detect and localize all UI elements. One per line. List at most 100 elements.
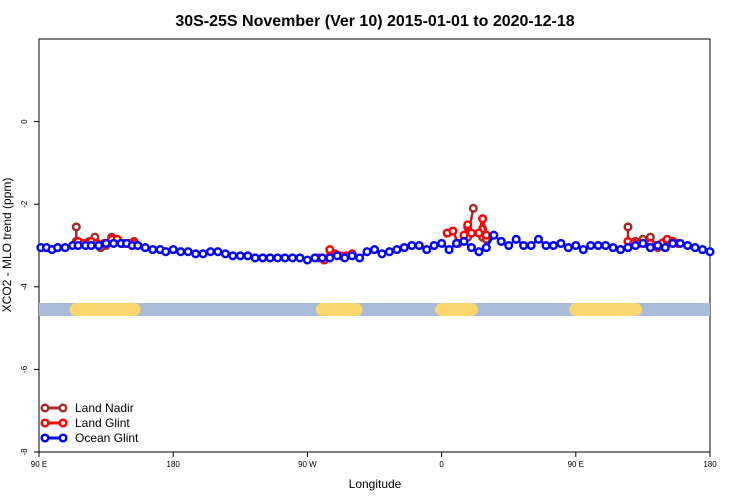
x-axis-label: Longitude xyxy=(349,477,402,491)
data-point-ocean-glint xyxy=(317,253,327,263)
data-point-ocean-glint xyxy=(496,236,506,246)
x-tick-label: 90 E xyxy=(568,460,584,469)
data-point-ocean-glint xyxy=(451,238,462,248)
data-point-ocean-glint xyxy=(519,240,529,251)
data-point-ocean-glint xyxy=(705,247,715,257)
data-point-land-glint xyxy=(463,220,473,230)
data-point-ocean-glint xyxy=(556,238,566,248)
legend-label: Land Nadir xyxy=(75,401,134,415)
data-point-ocean-glint xyxy=(444,245,454,255)
data-point-ocean-glint xyxy=(133,240,143,251)
x-axis: 90 E 180 90 W 0 90 E 180 xyxy=(31,452,717,469)
legend-marker xyxy=(40,433,50,443)
data-point-ocean-glint xyxy=(414,240,424,251)
data-point-ocean-glint xyxy=(228,251,238,261)
x-tick-label: 90 W xyxy=(298,460,317,469)
data-point-land-nadir xyxy=(71,222,81,232)
data-point-ocean-glint xyxy=(220,249,230,259)
data-point-ocean-glint xyxy=(310,253,320,263)
data-point-ocean-glint xyxy=(332,251,342,261)
data-point-ocean-glint xyxy=(86,240,96,251)
data-point-ocean-glint xyxy=(369,245,380,255)
data-point-ocean-glint xyxy=(571,240,581,251)
data-point-ocean-glint xyxy=(653,240,663,251)
legend-label: Ocean Glint xyxy=(75,431,139,445)
data-point-ocean-glint xyxy=(168,245,178,255)
data-point-ocean-glint xyxy=(325,253,335,263)
data-point-ocean-glint xyxy=(280,253,290,263)
legend-item-ocean-glint: Ocean Glint xyxy=(40,431,139,445)
data-point-ocean-glint xyxy=(94,240,104,251)
data-point-ocean-glint xyxy=(489,230,499,240)
legend-marker xyxy=(40,418,50,428)
data-point-ocean-glint xyxy=(533,234,544,244)
data-point-ocean-glint xyxy=(347,251,357,261)
data-point-ocean-glint xyxy=(630,240,640,251)
data-point-ocean-glint xyxy=(287,253,298,263)
legend-marker xyxy=(58,418,68,428)
data-point-ocean-glint xyxy=(243,251,253,261)
legend-marker xyxy=(58,403,68,413)
data-point-ocean-glint xyxy=(437,238,447,248)
data-point-ocean-glint xyxy=(392,245,402,255)
data-point-ocean-glint xyxy=(265,253,275,263)
data-point-ocean-glint xyxy=(161,247,171,257)
series-layer xyxy=(36,203,715,265)
y-tick-label: 0 xyxy=(20,119,29,124)
legend-item-land-glint: Land Glint xyxy=(40,416,130,430)
legend-marker xyxy=(40,403,50,413)
y-axis: -8 -6 -4 -2 0 xyxy=(20,119,39,456)
data-point-land-glint xyxy=(448,226,458,236)
data-point-ocean-glint xyxy=(526,240,536,251)
data-point-ocean-glint xyxy=(660,243,670,253)
x-tick-label: 0 xyxy=(439,460,444,469)
data-point-land-nadir xyxy=(623,222,633,232)
data-point-ocean-glint xyxy=(422,245,432,255)
data-point-land-glint xyxy=(481,230,491,240)
data-point-ocean-glint xyxy=(690,243,700,253)
data-point-ocean-glint xyxy=(601,240,611,251)
legend-label: Land Glint xyxy=(75,416,130,430)
data-point-ocean-glint xyxy=(235,251,245,261)
chart-title: 30S-25S November (Ver 10) 2015-01-01 to … xyxy=(175,13,574,30)
data-point-ocean-glint xyxy=(675,238,685,248)
data-point-ocean-glint xyxy=(362,247,372,257)
data-point-ocean-glint xyxy=(53,243,63,253)
data-point-ocean-glint xyxy=(148,245,158,255)
data-point-ocean-glint xyxy=(295,253,305,263)
data-point-ocean-glint xyxy=(205,247,216,257)
y-axis-label: XCO2 - MLO trend (ppm) xyxy=(0,178,14,313)
data-point-ocean-glint xyxy=(73,240,83,251)
data-point-ocean-glint xyxy=(250,253,260,263)
data-point-ocean-glint xyxy=(399,243,409,253)
data-point-ocean-glint xyxy=(60,243,70,253)
data-point-ocean-glint xyxy=(109,238,119,248)
y-tick-label: -4 xyxy=(20,283,29,291)
data-point-ocean-glint xyxy=(198,249,208,259)
data-point-ocean-glint xyxy=(273,253,283,263)
x-tick-label: 180 xyxy=(167,460,181,469)
data-point-ocean-glint xyxy=(191,249,201,259)
data-point-ocean-glint xyxy=(697,245,708,255)
data-point-ocean-glint xyxy=(176,247,186,257)
data-point-ocean-glint xyxy=(213,247,223,257)
data-point-ocean-glint xyxy=(258,253,268,263)
y-tick-label: -8 xyxy=(20,448,29,456)
x-tick-label: 180 xyxy=(703,460,717,469)
data-point-ocean-glint xyxy=(384,247,394,257)
y-tick-label: -2 xyxy=(20,200,29,208)
data-point-ocean-glint xyxy=(459,236,469,246)
data-point-ocean-glint xyxy=(541,240,551,251)
data-point-ocean-glint xyxy=(429,240,439,251)
x-tick-label: 90 E xyxy=(31,460,47,469)
data-point-land-glint xyxy=(325,245,335,255)
data-point-ocean-glint xyxy=(101,238,111,248)
data-point-ocean-glint xyxy=(668,238,678,248)
y-tick-label: -6 xyxy=(20,365,29,373)
data-point-land-glint xyxy=(474,228,484,238)
data-point-ocean-glint xyxy=(340,253,350,263)
data-point-ocean-glint xyxy=(623,243,633,253)
legend: Land Nadir Land Glint Ocean Glint xyxy=(40,401,139,445)
data-point-ocean-glint xyxy=(355,253,365,263)
